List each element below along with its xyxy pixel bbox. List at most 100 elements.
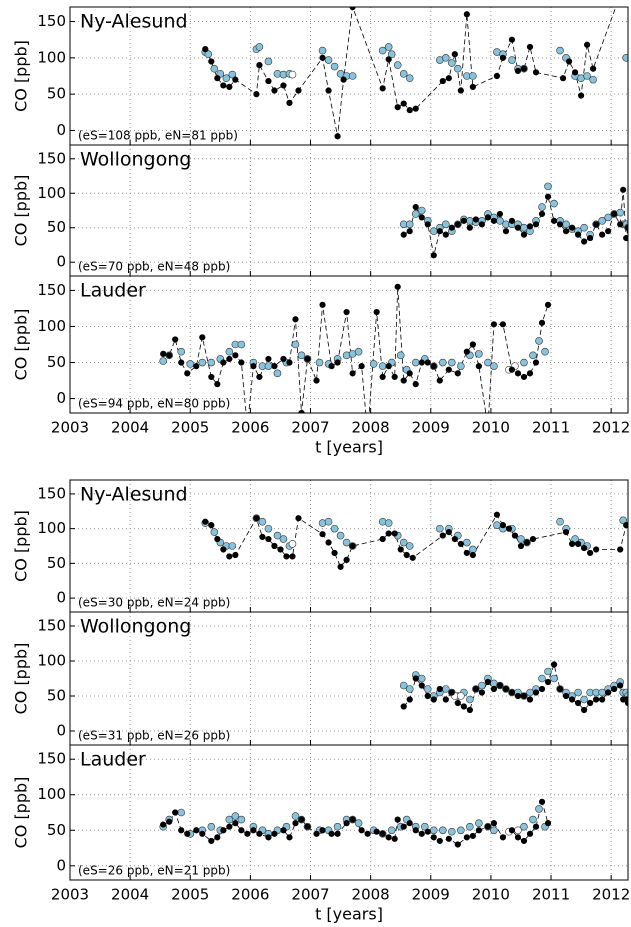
data-point: [159, 357, 168, 365]
data-point: [244, 830, 251, 837]
data-point: [520, 65, 528, 72]
data-point: [463, 11, 470, 18]
data-point: [343, 308, 350, 316]
data-point: [496, 210, 504, 218]
data-point: [587, 234, 594, 242]
data-point: [484, 358, 492, 367]
data-point: [199, 334, 206, 341]
x-tick-label: 2003: [51, 419, 89, 437]
data-point: [384, 43, 393, 51]
y-tick-label: 0: [56, 589, 66, 607]
data-point: [207, 358, 216, 367]
panel-frame: [69, 744, 629, 881]
data-point: [568, 540, 576, 548]
y-axis-label: CO [ppb]: [12, 510, 31, 582]
data-point: [208, 58, 215, 65]
data-point: [556, 221, 564, 228]
y-tick-label: 100: [37, 785, 66, 803]
data-point: [556, 517, 564, 526]
data-point: [319, 827, 326, 834]
data-point: [599, 231, 606, 238]
data-point: [532, 221, 540, 228]
y-tick-label: 100: [37, 652, 66, 670]
data-point: [439, 532, 446, 539]
data-point: [466, 695, 474, 704]
data-point: [587, 549, 594, 557]
panel-frame: [69, 275, 629, 414]
data-point: [448, 59, 456, 67]
data-point: [418, 682, 425, 689]
data-point: [336, 531, 345, 540]
y-tick-label: 150: [37, 750, 66, 768]
data-point: [535, 805, 543, 813]
y-axis-label: CO [ppb]: [12, 175, 31, 247]
data-point: [571, 535, 579, 543]
data-point: [624, 699, 628, 707]
data-point: [451, 51, 458, 58]
data-point: [517, 542, 525, 550]
data-point: [342, 538, 351, 547]
data-point: [406, 370, 413, 377]
data-point: [378, 46, 387, 55]
data-point: [430, 363, 437, 370]
data-point: [379, 830, 386, 837]
data-point: [535, 337, 543, 345]
data-point: [623, 522, 628, 529]
data-point: [406, 107, 413, 114]
data-point: [286, 834, 293, 841]
data-point: [418, 830, 425, 837]
data-point: [466, 224, 473, 231]
data-point: [622, 54, 628, 62]
data-point: [214, 535, 221, 543]
data-point: [411, 358, 420, 367]
data-point: [493, 511, 501, 518]
y-tick-label: 50: [47, 821, 66, 839]
data-point: [334, 359, 341, 366]
data-point: [417, 674, 426, 683]
data-point: [568, 696, 576, 703]
x-tick-label: 2008: [352, 886, 390, 904]
data-point: [490, 826, 498, 835]
data-point: [178, 359, 185, 366]
data-point: [226, 823, 233, 830]
data-point: [364, 830, 371, 837]
data-point: [264, 362, 273, 370]
data-point: [532, 69, 540, 76]
data-point: [391, 373, 398, 381]
data-point: [484, 823, 491, 830]
x-tick-label: 2007: [291, 886, 329, 904]
data-point: [430, 252, 437, 259]
annotation: (eS=30 ppb, eN=24 ppb): [78, 596, 230, 610]
y-tick-label: 150: [37, 149, 66, 167]
x-tick-label: 2005: [171, 419, 209, 437]
annotation: (eS=94 ppb, eN=80 ppb): [78, 397, 230, 411]
data-point: [490, 217, 498, 224]
data-point: [544, 182, 552, 191]
data-point: [593, 696, 600, 703]
data-point: [451, 535, 458, 543]
data-point: [334, 133, 341, 140]
data-point: [577, 92, 585, 99]
data-point: [583, 72, 591, 80]
data-point: [291, 340, 300, 349]
data-point: [508, 827, 516, 834]
data-point: [454, 370, 461, 377]
data-point: [160, 821, 167, 828]
data-point: [463, 538, 471, 547]
data-point: [502, 685, 510, 693]
data-point: [220, 359, 227, 366]
data-point: [514, 224, 522, 231]
data-point: [574, 540, 582, 548]
data-point: [325, 539, 332, 546]
data-point: [343, 820, 350, 827]
data-point: [562, 529, 570, 536]
data-point: [472, 216, 479, 223]
data-point: [412, 203, 419, 211]
data-point: [514, 826, 522, 835]
data-point: [387, 826, 396, 835]
x-tick-label: 2007: [291, 419, 329, 437]
data-point: [271, 363, 278, 370]
data-point: [448, 358, 456, 367]
data-point: [208, 522, 215, 529]
data-point: [295, 87, 302, 94]
